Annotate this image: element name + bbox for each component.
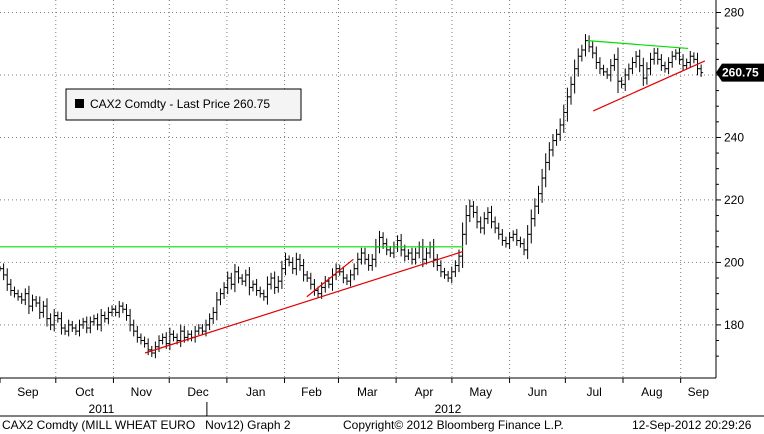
last-price-marker: 260.75 bbox=[716, 63, 764, 82]
legend-swatch bbox=[75, 99, 84, 108]
x-tick-label: Aug bbox=[641, 385, 662, 399]
x-tick-label: Dec bbox=[187, 385, 208, 399]
y-tick-label: 280 bbox=[724, 5, 744, 19]
x-tick-label: Feb bbox=[301, 385, 322, 399]
legend-box[interactable] bbox=[65, 88, 302, 121]
ohlc-bar bbox=[699, 64, 704, 77]
grid-lines bbox=[0, 0, 716, 378]
x-tick-label: Sep bbox=[688, 385, 710, 399]
legend-label: CAX2 Comdty - Last Price 260.75 bbox=[90, 97, 270, 111]
trendlines bbox=[0, 40, 706, 354]
y-tick-label: 240 bbox=[724, 130, 744, 144]
legend[interactable]: CAX2 Comdty - Last Price 260.75 bbox=[65, 88, 302, 121]
year-label: 2011 bbox=[89, 402, 115, 416]
x-tick-label: Jul bbox=[587, 385, 602, 399]
price-bars bbox=[0, 34, 704, 359]
year-label: 2012 bbox=[435, 402, 462, 416]
trendline bbox=[593, 60, 706, 112]
x-tick-label: Mar bbox=[357, 385, 378, 399]
last-price-tag bbox=[716, 63, 764, 82]
y-tick-label: 180 bbox=[724, 318, 744, 332]
footer-left: CAX2 Comdty (MILL WHEAT EURO Nov12) Grap… bbox=[2, 418, 291, 432]
x-tick-label: Sep bbox=[17, 385, 39, 399]
x-tick-label: Nov bbox=[131, 385, 152, 399]
y-tick-label: 220 bbox=[724, 193, 744, 207]
x-axis: Sep Oct Nov Dec Jan Feb Mar Apr May Jun Jul Aug Sep 2… bbox=[0, 378, 709, 416]
trendline bbox=[144, 250, 464, 354]
x-tick-label: Oct bbox=[75, 385, 94, 399]
x-tick-label: Jan bbox=[246, 385, 265, 399]
last-price-label: 260.75 bbox=[722, 66, 759, 80]
footer-right: 12-Sep-2012 20:29:26 bbox=[632, 418, 752, 432]
trendline bbox=[587, 40, 689, 50]
x-tick-label: Jun bbox=[528, 385, 547, 399]
trendline bbox=[306, 258, 354, 298]
x-tick-label: Apr bbox=[415, 385, 434, 399]
x-tick-label: May bbox=[469, 385, 492, 399]
y-tick-label: 200 bbox=[724, 255, 744, 269]
footer-center: Copyright© 2012 Bloomberg Finance L.P. bbox=[343, 418, 564, 432]
